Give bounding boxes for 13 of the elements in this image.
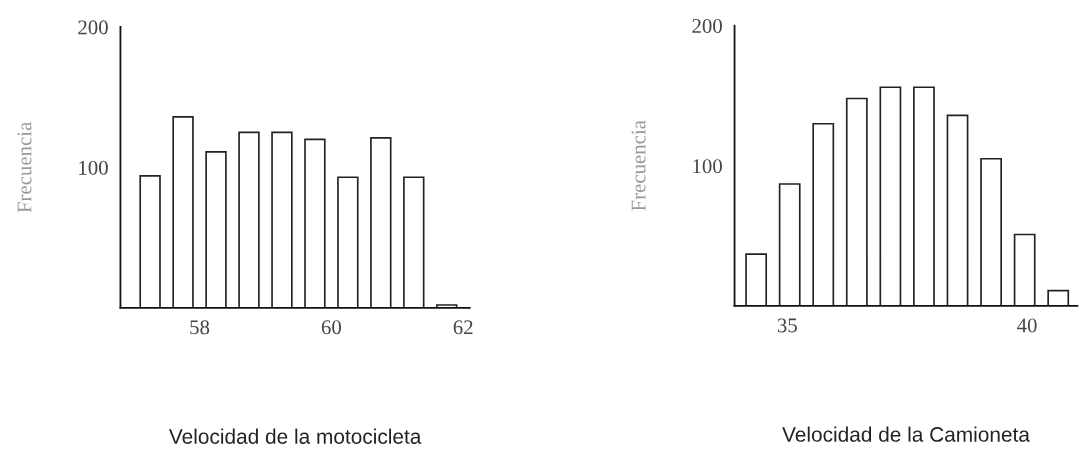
x-tick-label: 58 [190, 320, 210, 335]
x-tick-label: 62 [453, 320, 473, 335]
x-tick-label: 40 [1017, 318, 1037, 333]
x-axis-title: Velocidad de la motocicleta [168, 428, 422, 444]
x-axis-title: Velocidad de la Camioneta [782, 426, 1030, 442]
x-tick-label: 35 [777, 318, 797, 333]
y-tick-label: 100 [79, 160, 108, 175]
y-tick-label: 200 [78, 20, 108, 35]
y-tick-label: 200 [692, 18, 722, 34]
y-tick-label: 100 [693, 159, 722, 174]
y-axis-title: Frecuencia [17, 122, 32, 213]
x-tick-label: 60 [321, 320, 341, 335]
y-axis-title: Frecuencia [631, 120, 646, 211]
